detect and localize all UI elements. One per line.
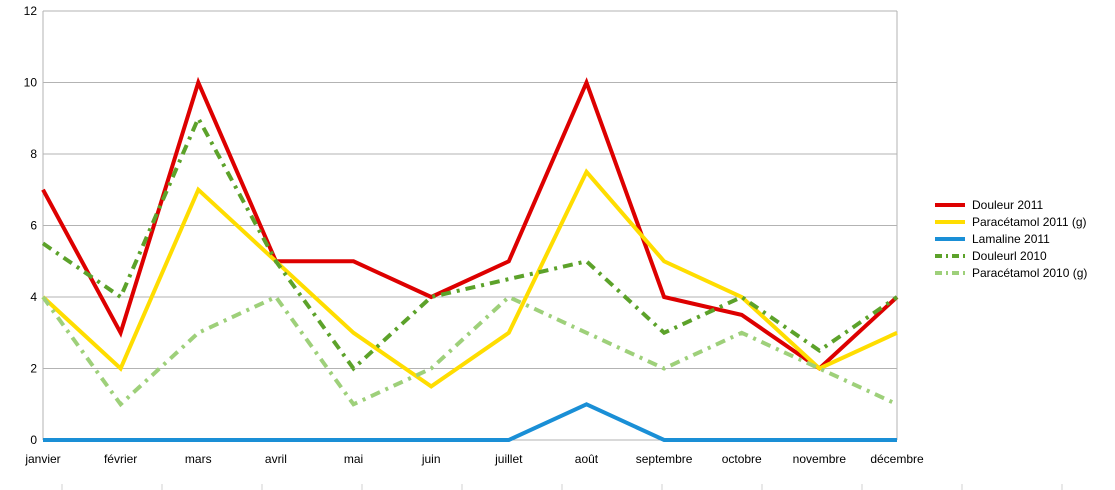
y-tick-label: 4: [30, 290, 37, 304]
axes: 0 2 4 6 8 10 12 janvier février mars avril mai juin j…: [24, 4, 1063, 490]
y-tick-label: 8: [30, 147, 37, 161]
series-lines: [41, 76, 899, 442]
x-tick-label: janvier: [24, 452, 60, 466]
gridlines: [43, 10, 897, 441]
series-line-1: [41, 76, 899, 372]
legend-label: Paracétamol 2011 (g): [972, 215, 1087, 229]
y-tick-label: 12: [24, 4, 38, 18]
legend: Douleur 2011 Paracétamol 2011 (g) Lamaline…: [935, 198, 1087, 280]
x-tick-label: septembre: [636, 452, 693, 466]
y-tick-label: 10: [24, 76, 38, 90]
x-tick-label: mars: [185, 452, 212, 466]
x-tick-label: mai: [344, 452, 363, 466]
legend-label: Lamaline 2011: [972, 232, 1050, 246]
legend-label: Paracétamol 2010 (g): [972, 266, 1087, 280]
y-tick-label: 6: [30, 219, 37, 233]
x-tick-label: août: [575, 452, 599, 466]
legend-label: Douleur 2011: [972, 198, 1043, 212]
y-tick-label: 0: [30, 433, 37, 447]
x-tick-label: novembre: [793, 452, 847, 466]
x-tick-label: avril: [265, 452, 287, 466]
y-tick-label: 2: [30, 362, 37, 376]
x-tick-label: juillet: [494, 452, 523, 466]
legend-label: Douleurl 2010: [972, 249, 1047, 263]
series-line-5: [41, 294, 898, 408]
series-line-3: [43, 402, 897, 442]
x-tick-label: octobre: [722, 452, 762, 466]
x-tick-label: juin: [421, 452, 441, 466]
series-line-2: [41, 168, 898, 389]
x-tick-label: décembre: [870, 452, 924, 466]
x-tick-label: février: [104, 452, 137, 466]
series-line-4: [41, 113, 899, 372]
